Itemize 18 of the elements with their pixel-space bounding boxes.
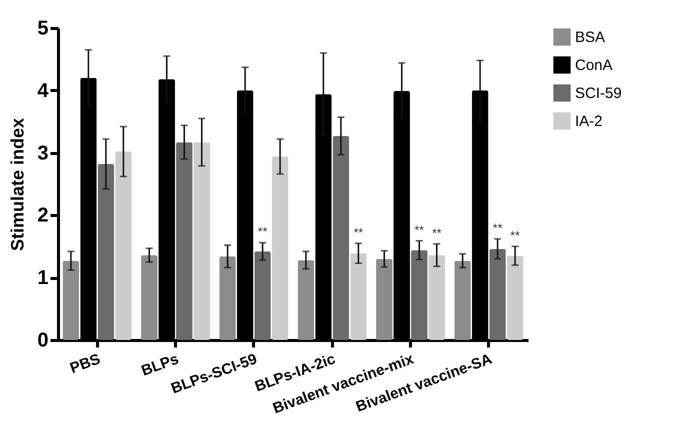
y-tick-label: 5 (37, 18, 48, 40)
annotation: ** (414, 222, 424, 237)
legend-label: IA-2 (575, 113, 603, 130)
y-tick-label: 4 (37, 80, 50, 102)
legend-label: SCI-59 (575, 85, 622, 102)
annotation: ** (432, 226, 442, 240)
x-tick-label: PBS (68, 350, 103, 378)
y-tick-label: 1 (37, 267, 48, 290)
legend-label: BSA (575, 29, 606, 46)
annotation: ** (354, 225, 364, 240)
y-tick-label: 3 (37, 142, 48, 164)
y-axis-title: Stimulate index (7, 118, 28, 252)
annotation: ** (492, 220, 503, 235)
annotation: ** (258, 224, 268, 239)
legend-label: ConA (575, 57, 613, 74)
y-tick-label: 0 (37, 330, 48, 352)
annotation: ** (510, 228, 520, 242)
y-tick-label: 2 (37, 204, 48, 227)
